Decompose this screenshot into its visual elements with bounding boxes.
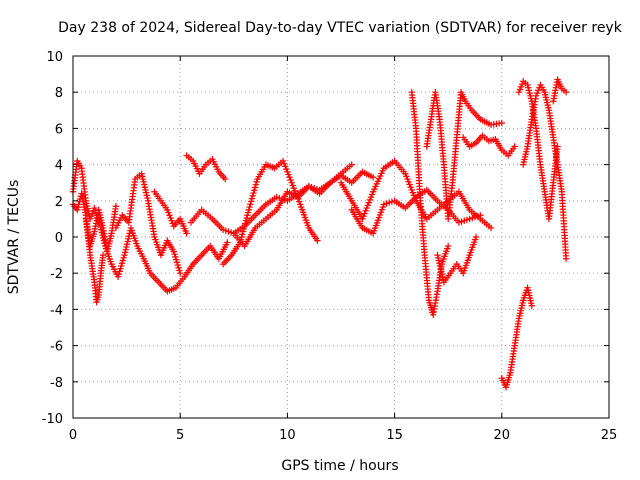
data-point: [99, 251, 107, 259]
data-point: [348, 161, 355, 168]
data-point: [112, 203, 120, 210]
data-point: [245, 206, 253, 214]
data-point: [445, 242, 452, 250]
data-point: [224, 239, 231, 246]
y-tick-label: -8: [50, 376, 63, 391]
series-seg-o: [434, 233, 480, 286]
data-point: [511, 143, 518, 150]
series-seg-g: [183, 152, 229, 183]
y-tick-label: 8: [55, 86, 63, 101]
data-point: [246, 203, 253, 211]
data-point: [183, 230, 190, 237]
y-tick-label: 6: [55, 122, 63, 137]
y-tick-label: -6: [50, 340, 63, 355]
y-tick-label: -10: [42, 412, 63, 427]
data-point: [253, 178, 260, 186]
data-point: [472, 233, 480, 241]
y-tick-label: 0: [55, 231, 63, 246]
series-seg-n: [423, 89, 505, 223]
data-point: [248, 195, 256, 202]
x-tick-label: 20: [494, 428, 511, 443]
data-point: [528, 302, 536, 309]
data-points: [69, 76, 570, 391]
data-point: [251, 184, 259, 191]
series-seg-i: [219, 157, 321, 268]
x-axis-label: GPS time / hours: [281, 458, 398, 474]
series-seg-c: [82, 215, 107, 306]
data-point: [252, 181, 260, 188]
y-tick-label: 4: [55, 159, 63, 174]
y-tick-label: -2: [50, 267, 63, 282]
series-seg-t: [550, 76, 570, 105]
plot-frame: [72, 55, 610, 419]
data-point: [498, 119, 505, 127]
series-seg-p: [460, 132, 518, 159]
y-axis-label: SDTVAR / TECUs: [6, 180, 22, 295]
chart-title: Day 238 of 2024, Sidereal Day-to-day VTE…: [58, 20, 623, 36]
series-seg-f: [151, 188, 190, 237]
y-tick-label: 2: [55, 195, 63, 210]
data-point: [247, 198, 255, 205]
series-seg-m: [408, 89, 452, 319]
series-seg-q: [498, 284, 536, 391]
data-point: [369, 174, 377, 181]
data-point: [562, 89, 570, 96]
data-point: [562, 255, 570, 262]
x-tick-label: 5: [176, 428, 184, 443]
data-point: [247, 201, 254, 208]
x-tick-label: 25: [601, 428, 618, 443]
series-seg-b: [69, 190, 120, 255]
x-tick-label: 10: [279, 428, 296, 443]
data-point: [177, 270, 184, 277]
y-tick-label: -4: [50, 303, 63, 318]
x-tick-label: 0: [69, 428, 77, 443]
series-seg-s: [520, 81, 570, 262]
series-seg-j: [230, 161, 355, 250]
data-point: [222, 175, 229, 183]
data-point: [477, 212, 484, 219]
data-point: [251, 187, 258, 194]
grid: [73, 56, 609, 418]
data-point: [314, 237, 321, 244]
series-seg-e: [112, 170, 184, 277]
data-point: [249, 192, 256, 200]
y-tick-label: 10: [46, 50, 63, 65]
series-seg-d: [95, 215, 231, 295]
data-point: [250, 189, 257, 197]
data-point: [487, 224, 495, 232]
x-tick-label: 15: [386, 428, 403, 443]
